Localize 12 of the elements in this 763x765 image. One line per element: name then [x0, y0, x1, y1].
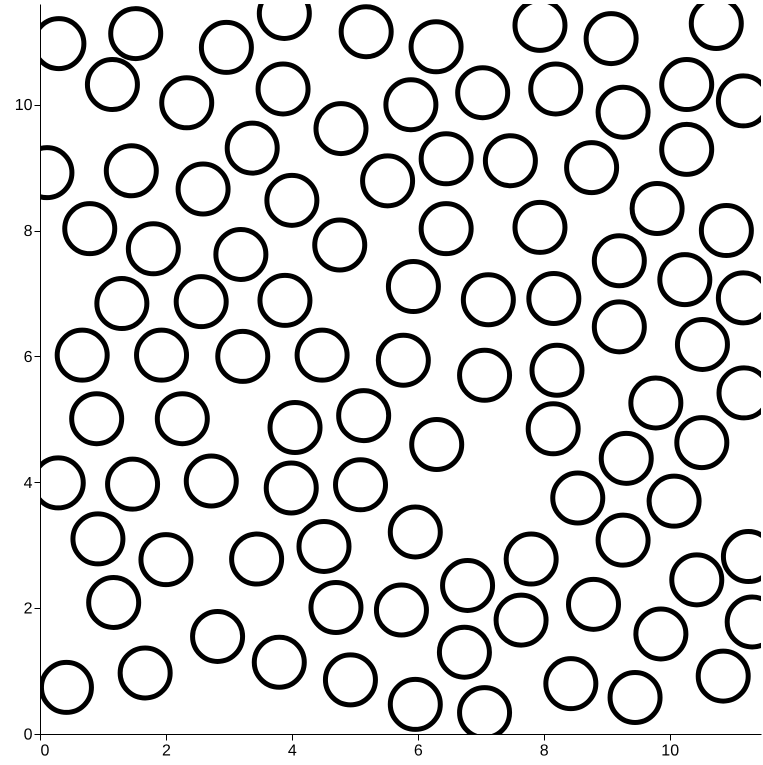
y-tick-label: 0	[24, 726, 33, 744]
x-tick-label: 10	[661, 742, 680, 760]
x-tick-label: 8	[540, 742, 549, 760]
x-tick-label: 6	[414, 742, 423, 760]
y-tick-label: 4	[24, 474, 33, 492]
y-tick-label: 10	[14, 97, 33, 114]
x-tick-label: 0	[40, 742, 50, 760]
y-tick-label: 6	[24, 348, 33, 366]
x-tick-label: 4	[288, 742, 297, 760]
y-tick-label: 8	[24, 223, 33, 240]
y-tick-label: 2	[24, 600, 33, 618]
x-tick-label: 2	[162, 742, 171, 760]
